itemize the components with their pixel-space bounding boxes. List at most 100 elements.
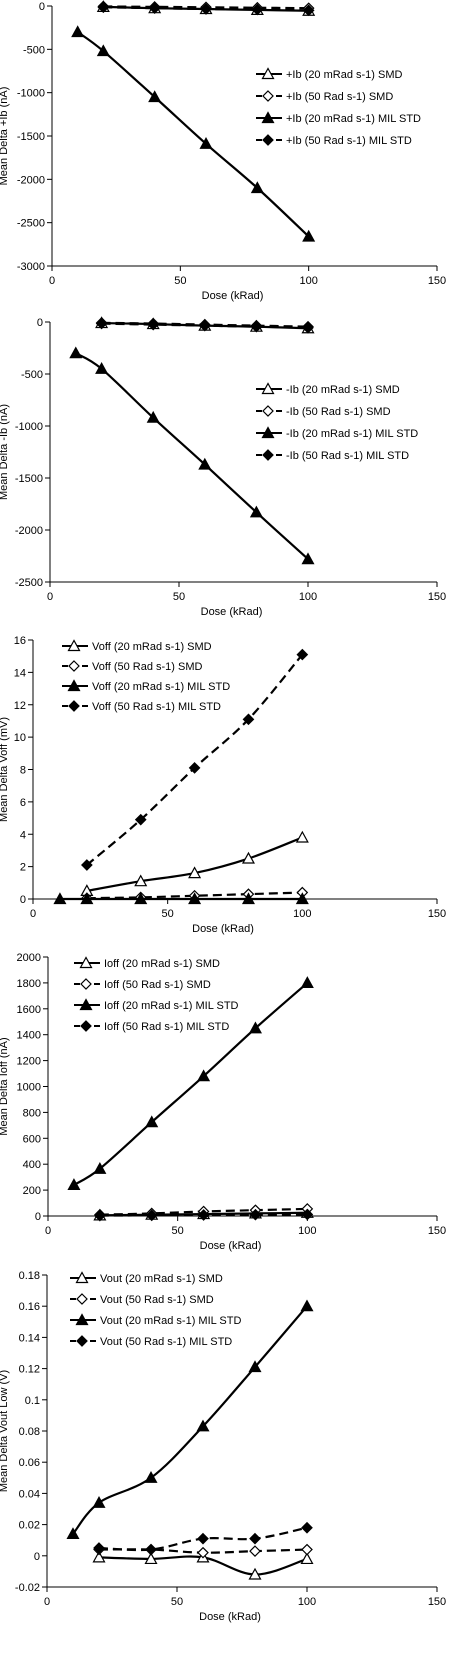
legend-item: +Ib (20 mRad s-1) SMD (256, 67, 403, 81)
series-4 (97, 1, 315, 17)
y-tick-label: -1500 (17, 131, 45, 143)
series-line (77, 31, 310, 238)
series-4 (93, 1521, 313, 1556)
data-point-marker (248, 1021, 262, 1034)
x-axis-title: Dose (kRad) (192, 923, 254, 935)
data-point-marker (188, 866, 202, 879)
data-point-marker (67, 639, 81, 652)
data-point-marker (75, 1271, 89, 1284)
series-line (75, 352, 309, 560)
data-point-marker (92, 1496, 106, 1508)
chart-panel-2: 0 50 100 150 0 -500 -1000 -1500 -2000 -2500 Dose (… (0, 316, 446, 618)
series-line (86, 836, 303, 892)
legend: -Ib (20 mRad s-1) SMD -Ib (50 Rad s-1) SM… (256, 382, 418, 462)
legend-item: Ioff (50 Rad s-1) MIL STD (74, 1020, 229, 1033)
y-axis-title: Mean Delta -Ib (nA) (0, 404, 10, 500)
x-axis-title: Dose (kRad) (202, 290, 264, 302)
legend-label: Ioff (50 Rad s-1) MIL STD (104, 1021, 229, 1033)
data-point-marker (80, 978, 92, 990)
y-tick-label: 200 (23, 1185, 41, 1197)
data-point-marker (144, 1471, 158, 1483)
y-tick-label: 0 (35, 1211, 41, 1223)
y-tick-label: 0.12 (19, 1364, 40, 1376)
x-tick-label: 150 (428, 591, 446, 603)
legend-item: Voff (50 Rad s-1) MIL STD (62, 700, 221, 713)
legend-label: Ioff (20 mRad s-1) SMD (104, 958, 220, 970)
x-tick-label: 0 (45, 1225, 51, 1237)
data-point-marker (262, 90, 274, 102)
y-tick-label: -2000 (17, 174, 45, 186)
legend-label: Vout (20 mRad s-1) SMD (100, 1273, 223, 1285)
x-tick-label: 50 (162, 908, 174, 920)
legend-label: +Ib (50 Rad s-1) MIL STD (286, 135, 412, 147)
legend-item: -Ib (50 Rad s-1) SMD (256, 405, 391, 418)
data-point-marker (95, 362, 109, 374)
y-tick-label: 0.18 (19, 1270, 40, 1282)
data-point-marker (241, 851, 255, 864)
data-point-marker (198, 457, 212, 470)
legend-item: Voff (50 Rad s-1) SMD (62, 660, 203, 673)
data-point-marker (148, 90, 162, 103)
series-3 (71, 25, 316, 242)
data-point-marker (197, 1069, 211, 1082)
data-point-marker (66, 1527, 80, 1540)
legend-item: Vout (50 Rad s-1) SMD (70, 1293, 214, 1306)
x-axis-title: Dose (kRad) (201, 606, 263, 618)
y-tick-label: 0.02 (19, 1520, 40, 1532)
y-tick-label: 0.08 (19, 1426, 40, 1438)
data-point-marker (250, 181, 264, 194)
data-point-marker (300, 1299, 314, 1312)
data-point-marker (95, 317, 108, 330)
data-point-marker (242, 713, 255, 726)
data-point-marker (251, 3, 264, 16)
legend-item: +Ib (50 Rad s-1) SMD (256, 90, 393, 103)
y-axis-title: Mean Delta Vout Low (V) (0, 1370, 10, 1492)
data-point-marker (53, 892, 67, 905)
legend-label: Vout (20 mRad s-1) MIL STD (100, 1315, 241, 1327)
x-tick-label: 50 (174, 275, 186, 287)
data-point-marker (200, 3, 212, 15)
legend-item: Voff (20 mRad s-1) SMD (62, 639, 212, 653)
y-tick-label: -500 (23, 44, 45, 56)
data-point-marker (262, 449, 274, 461)
y-tick-label: -500 (21, 369, 43, 381)
data-point-marker (134, 813, 147, 826)
y-tick-label: 2000 (17, 952, 41, 964)
chart-panel-1: 0 50 100 150 0 -500 -1000 -1500 -2000 -2500 -3000 D… (0, 0, 446, 302)
data-point-marker (300, 976, 314, 989)
data-point-marker (295, 830, 309, 843)
data-point-marker (302, 4, 315, 17)
legend-item: Vout (20 mRad s-1) MIL STD (70, 1313, 241, 1327)
y-tick-label: 0.16 (19, 1301, 40, 1313)
data-point-marker (68, 660, 80, 672)
data-point-marker (301, 1543, 313, 1556)
legend-label: -Ib (20 mRad s-1) MIL STD (286, 428, 418, 440)
data-point-marker (199, 137, 213, 149)
legend-label: Ioff (50 Rad s-1) SMD (104, 979, 211, 991)
y-tick-label: 0 (37, 317, 43, 329)
x-tick-label: 50 (171, 1596, 183, 1608)
y-tick-label: -3000 (17, 261, 45, 273)
data-point-marker (188, 762, 201, 774)
chart-panel-5: 0 50 100 150 -0.02 0 0.02 0.04 0.06 0.08 0.1 0.12 0.… (0, 1270, 446, 1623)
y-tick-label: 14 (14, 667, 26, 679)
y-tick-label: 600 (23, 1133, 41, 1145)
x-tick-label: 0 (47, 591, 53, 603)
x-tick-label: 50 (173, 591, 185, 603)
y-tick-label: 1800 (17, 978, 41, 990)
data-point-marker (96, 44, 110, 57)
legend-item: +Ib (50 Rad s-1) MIL STD (256, 134, 412, 147)
y-tick-label: -2500 (17, 218, 45, 230)
data-point-marker (75, 1313, 89, 1326)
legend-label: Vout (50 Rad s-1) MIL STD (100, 1336, 232, 1348)
legend: Voff (20 mRad s-1) SMD Voff (50 Rad s-1) … (62, 639, 230, 713)
chart-panel-3: 0 50 100 150 0 2 4 6 8 10 12 14 16 Dose (kRad) Mean De… (0, 635, 446, 935)
legend-label: Ioff (20 mRad s-1) MIL STD (104, 1000, 239, 1012)
y-tick-label: -2500 (15, 577, 43, 589)
data-point-marker (76, 1335, 88, 1347)
data-point-marker (188, 892, 202, 905)
data-point-marker (67, 679, 81, 692)
legend-label: -Ib (50 Rad s-1) MIL STD (286, 450, 409, 462)
data-point-marker (295, 892, 309, 905)
y-tick-label: 12 (14, 700, 26, 712)
